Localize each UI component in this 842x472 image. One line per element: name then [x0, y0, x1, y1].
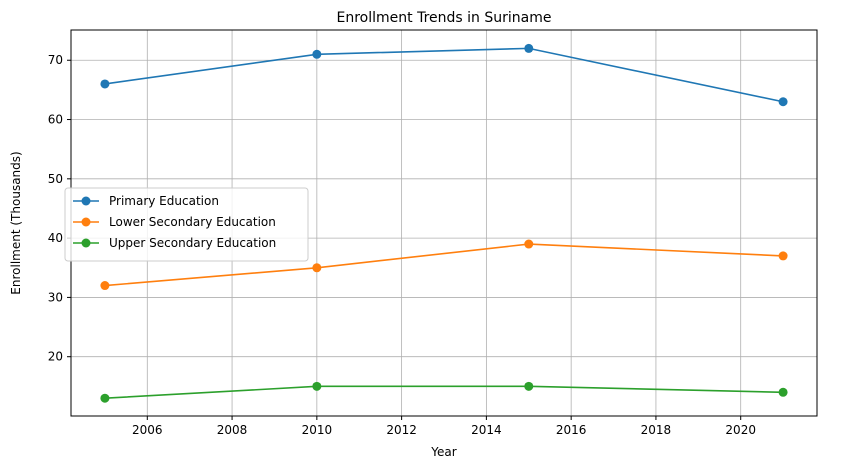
data-point	[100, 393, 110, 403]
x-tick-label: 2012	[386, 423, 417, 437]
x-tick-label: 2018	[641, 423, 672, 437]
data-point	[100, 79, 110, 89]
y-tick-label: 40	[48, 231, 63, 245]
data-point	[100, 281, 110, 291]
y-tick-label: 60	[48, 113, 63, 127]
legend-item: Upper Secondary Education	[73, 236, 276, 250]
legend-item: Lower Secondary Education	[73, 215, 276, 229]
series-layer	[100, 43, 788, 403]
y-tick-label: 50	[48, 172, 63, 186]
data-point	[778, 251, 788, 261]
x-tick-label: 2020	[725, 423, 756, 437]
x-tick-label: 2010	[302, 423, 333, 437]
x-tick-label: 2008	[217, 423, 248, 437]
x-tick-label: 2016	[556, 423, 587, 437]
legend-box	[64, 187, 309, 262]
data-point	[778, 97, 788, 107]
data-point	[312, 381, 322, 391]
data-point	[312, 49, 322, 59]
series-line	[104, 243, 784, 287]
series-1	[100, 43, 788, 107]
legend: Primary Education Lower Secondary Educati…	[64, 187, 309, 262]
data-point	[524, 43, 534, 53]
legend-swatch-marker	[81, 238, 91, 248]
data-point	[312, 263, 322, 273]
legend-item: Primary Education	[73, 194, 219, 208]
y-tick-label: 30	[48, 290, 63, 304]
data-point	[524, 381, 534, 391]
series-3	[100, 381, 788, 403]
x-tick-label: 2014	[471, 423, 502, 437]
x-axis-label: Year	[430, 445, 456, 459]
x-tick-label: 2006	[132, 423, 163, 437]
legend-swatch-marker	[81, 217, 91, 227]
y-axis-label: Enrollment (Thousands)	[9, 151, 23, 294]
y-tick-label: 20	[48, 350, 63, 364]
legend-label: Upper Secondary Education	[109, 236, 276, 250]
legend-label: Primary Education	[109, 194, 219, 208]
chart-title: Enrollment Trends in Suriname	[337, 10, 552, 26]
y-tick-label: 70	[48, 53, 63, 67]
legend-swatch-marker	[81, 196, 91, 206]
series-2	[100, 239, 788, 291]
ticks: 2006 2008 2010 2012 2014 2016 2018 202020304050…	[48, 53, 756, 437]
legend-label: Lower Secondary Education	[109, 215, 276, 229]
series-line	[104, 385, 784, 400]
data-point	[524, 239, 534, 249]
data-point	[778, 387, 788, 397]
series-line	[104, 47, 784, 103]
